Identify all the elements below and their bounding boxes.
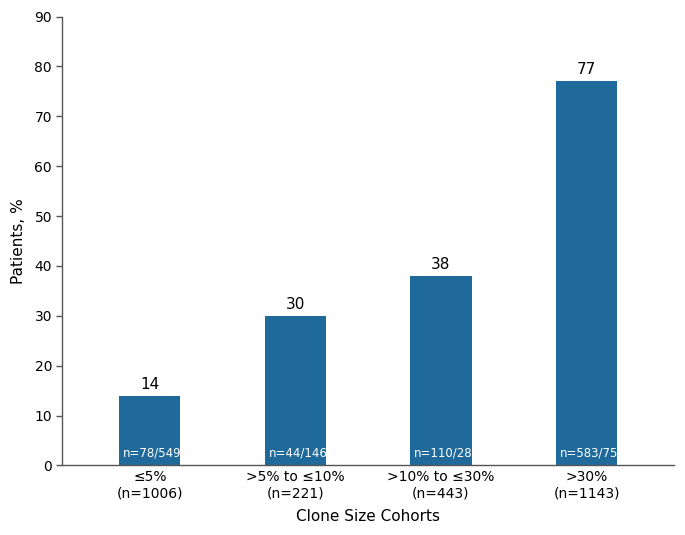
- Y-axis label: Patients, %: Patients, %: [11, 198, 26, 284]
- Text: 14: 14: [140, 377, 160, 392]
- Text: 30: 30: [286, 297, 305, 312]
- Bar: [410, 276, 471, 465]
- Text: n=583/755: n=583/755: [560, 447, 625, 460]
- Text: 38: 38: [432, 257, 451, 272]
- Bar: [119, 396, 180, 465]
- Text: n=44/146: n=44/146: [269, 447, 327, 460]
- X-axis label: Clone Size Cohorts: Clone Size Cohorts: [296, 509, 440, 524]
- Text: 77: 77: [577, 63, 596, 78]
- Text: n=110/287: n=110/287: [414, 447, 480, 460]
- Bar: [556, 81, 617, 465]
- Text: n=78/549: n=78/549: [123, 447, 182, 460]
- Bar: [265, 316, 326, 465]
